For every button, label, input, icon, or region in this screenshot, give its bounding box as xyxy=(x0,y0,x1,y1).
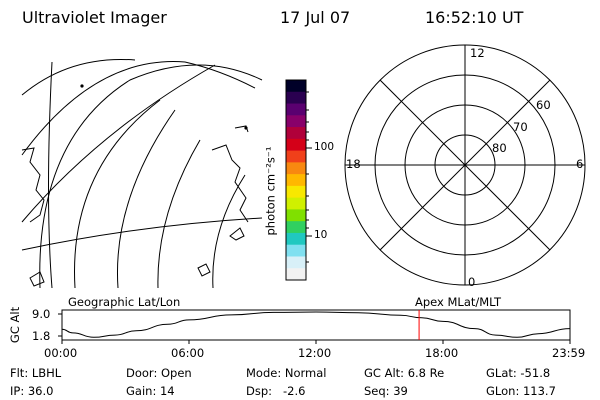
timeline-xtick-0000: 00:00 xyxy=(44,346,78,360)
coastline-6 xyxy=(234,125,249,133)
mlat-label-60: 60 xyxy=(536,98,551,112)
colorbar-segment xyxy=(286,197,306,210)
timeline-xtick-1800: 18:00 xyxy=(425,346,459,360)
colorbar-segment xyxy=(286,185,306,199)
left-panel-caption: Geographic Lat/Lon xyxy=(68,295,181,309)
colorbar-segment xyxy=(286,256,306,269)
status-gc-alt: GC Alt: 6.8 Re xyxy=(364,366,445,380)
colorbar-segment xyxy=(286,232,306,246)
timeline-frame xyxy=(61,309,571,341)
colorbar-segment xyxy=(286,138,306,152)
timeline-xtick-2359: 23:59 xyxy=(552,346,586,360)
mlt-label-6: 6 xyxy=(576,157,584,171)
lat-arc-3 xyxy=(39,64,263,289)
right-panel-caption: Apex MLat/MLT xyxy=(415,295,502,309)
lat-arc-7 xyxy=(212,174,246,289)
colorbar-segment xyxy=(286,209,306,222)
timeline-xtick-0600: 06:00 xyxy=(171,346,205,360)
mlt-diagonal-2 xyxy=(379,79,551,251)
time-label: 16:52:10 UT xyxy=(425,8,524,27)
coastline-1 xyxy=(21,147,45,223)
status-mode: Mode: Normal xyxy=(246,366,327,380)
date-label: 17 Jul 07 xyxy=(280,8,351,27)
lat-arc-1 xyxy=(21,58,136,96)
instrument-title: Ultraviolet Imager xyxy=(22,8,167,27)
colorbar-segment xyxy=(286,268,306,281)
lon-line-2 xyxy=(21,217,263,251)
mlat-label-70: 70 xyxy=(513,120,528,134)
colorbar-segment xyxy=(286,150,306,163)
status-door: Door: Open xyxy=(126,366,192,380)
status-seq: Seq: 39 xyxy=(364,384,408,398)
colorbar-segment xyxy=(286,244,306,257)
lon-line-3 xyxy=(48,61,53,289)
colorbar-segment xyxy=(286,80,306,93)
colorbar-tick-label-100: 100 xyxy=(314,141,335,153)
colorbar-frame xyxy=(285,79,307,281)
mlt-label-12: 12 xyxy=(470,46,485,60)
lat-arc-4 xyxy=(74,99,161,289)
timeline-xtick-1200: 12:00 xyxy=(298,346,332,360)
altitude-curve xyxy=(61,311,570,338)
coastline-4 xyxy=(29,271,45,287)
lat-arc-6 xyxy=(157,139,201,289)
colorbar-tick-label-10: 10 xyxy=(314,229,328,241)
coastline-2 xyxy=(211,144,249,223)
mlat-label-80: 80 xyxy=(492,141,507,155)
mlt-label-0: 0 xyxy=(468,275,476,289)
lon-line-1 xyxy=(21,64,216,223)
coastline-5 xyxy=(197,263,211,277)
status-gain: Gain: 14 xyxy=(126,384,175,398)
coastline-3 xyxy=(229,227,245,241)
mlt-label-18: 18 xyxy=(346,157,361,171)
status-ip: IP: 36.0 xyxy=(10,384,54,398)
colorbar-segment xyxy=(286,103,306,116)
timeline-ytick-min: 1.8 xyxy=(32,329,51,343)
colorbar-segment xyxy=(286,174,306,187)
colorbar-segment xyxy=(286,115,306,128)
colorbar-segment xyxy=(286,221,306,234)
lat-arc-5 xyxy=(116,109,176,289)
status-glat: GLat: -51.8 xyxy=(486,366,551,380)
colorbar-segment xyxy=(286,127,306,140)
status-glon: GLon: 113.7 xyxy=(486,384,556,398)
colorbar-segment xyxy=(286,91,306,105)
colorbar-segment xyxy=(286,162,306,175)
timeline-ytick-max: 9.0 xyxy=(32,307,51,321)
status-dsp: Dsp: -2.6 xyxy=(246,384,306,398)
status-flt: Flt: LBHL xyxy=(10,366,62,380)
lat-arc-2 xyxy=(21,61,256,156)
timeline-ylabel: GC Alt xyxy=(8,306,23,344)
